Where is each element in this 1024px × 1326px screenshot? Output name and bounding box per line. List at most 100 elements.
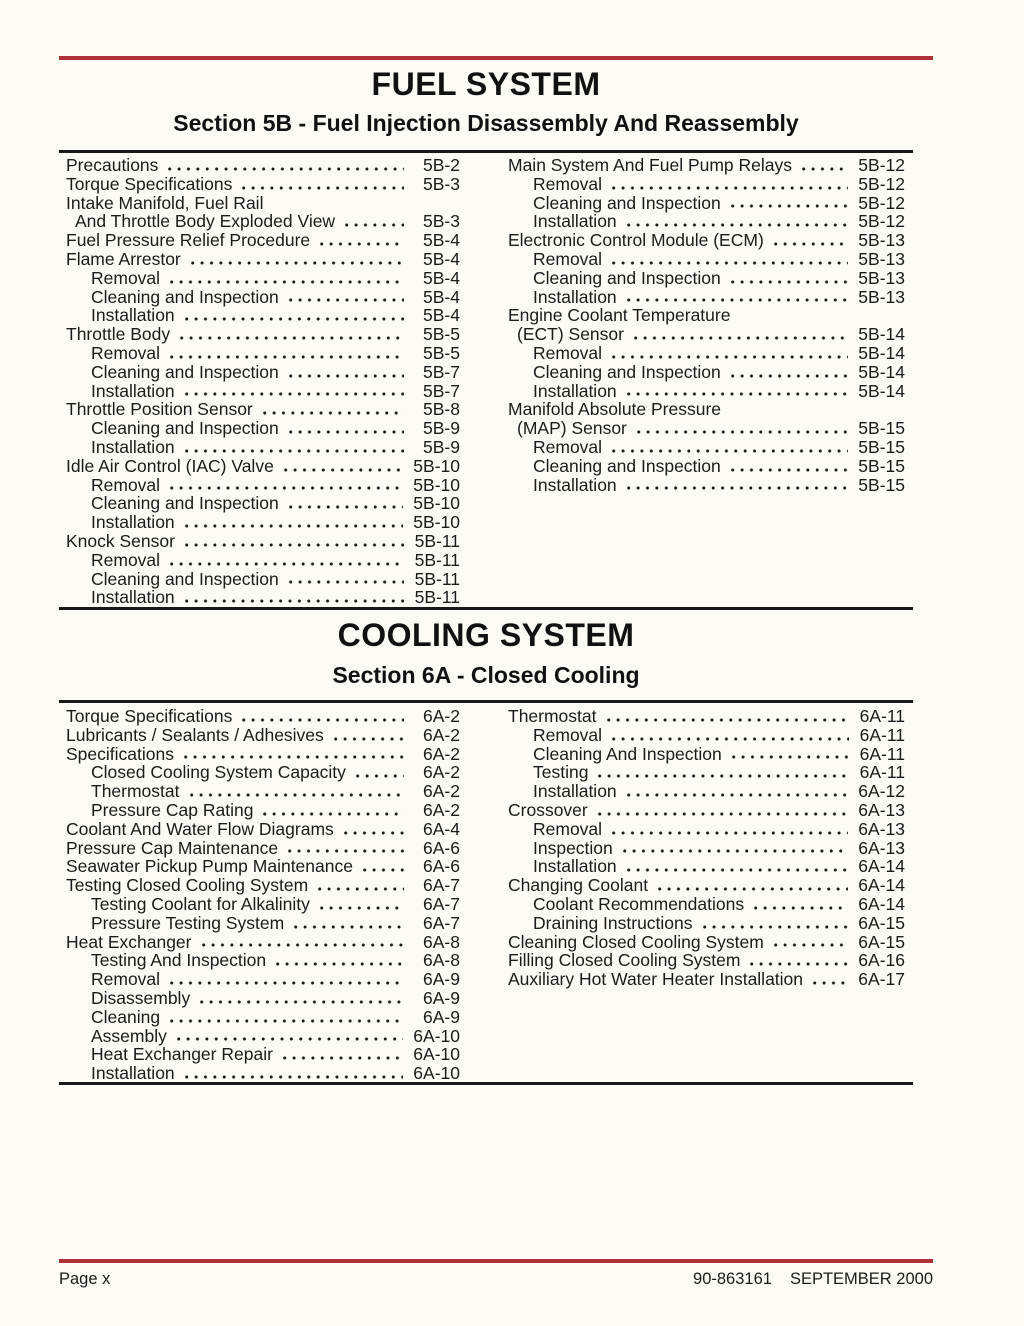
- toc-entry-label: Coolant Recommendations: [533, 893, 745, 914]
- dot-leader: [177, 325, 404, 344]
- toc-entry: Removal 5B-12: [508, 174, 905, 194]
- dot-leader: [260, 800, 404, 820]
- toc-page-number: 6A-13: [858, 818, 905, 839]
- dot-leader: [770, 932, 849, 952]
- toc-entry-label: Cleaning and Inspection: [533, 267, 721, 288]
- toc-page-number: 6A-9: [423, 987, 460, 1008]
- toc-entry: Installation 5B-11: [66, 588, 460, 608]
- dot-leader: [291, 913, 404, 933]
- toc-entry: Installation 5B-10: [66, 513, 460, 532]
- toc-entry: Fuel Pressure Relief Procedure 5B-4: [66, 231, 460, 250]
- toc-entry: Cleaning Closed Cooling System 6A-15: [508, 932, 905, 952]
- toc-entry-label: Specifications: [66, 743, 174, 764]
- toc-entry-label: Cleaning and Inspection: [91, 361, 279, 382]
- toc-entry-label: Fuel Pressure Relief Procedure: [66, 230, 311, 251]
- toc-entry-label: Removal: [533, 724, 603, 745]
- dot-leader: [285, 419, 404, 438]
- toc-page-number: 6A-10: [413, 1025, 460, 1046]
- toc-entry-label: Pressure Cap Rating: [91, 799, 254, 820]
- toc-entry: Testing 6A-11: [508, 762, 905, 783]
- toc-entry-label: Pressure Testing System: [91, 912, 285, 933]
- toc-page-number: 5B-5: [423, 324, 460, 345]
- toc-page-number: 5B-5: [423, 342, 460, 363]
- toc-entry-label: Cleaning: [91, 1006, 161, 1027]
- toc-page-number: 6A-2: [423, 762, 460, 783]
- toc-entry: Removal 5B-13: [508, 250, 905, 269]
- dot-leader: [239, 174, 404, 194]
- toc-entry-label: Cleaning and Inspection: [533, 455, 721, 476]
- toc-page-number: 5B-11: [414, 530, 460, 551]
- toc-page-number: 5B-8: [423, 399, 460, 420]
- toc-entry-label: Installation: [533, 474, 617, 495]
- toc-entry: Torque Specifications 6A-2: [66, 707, 460, 726]
- toc-entry: Removal 5B-4: [66, 268, 460, 288]
- dot-leader: [699, 913, 849, 933]
- toc-entry: Closed Cooling System Capacity 6A-2: [66, 762, 460, 783]
- toc-entry: Heat Exchanger 6A-8: [66, 931, 460, 952]
- toc-entry-label: Cleaning and Inspection: [91, 493, 279, 514]
- dot-leader: [609, 437, 849, 457]
- toc-page-number: 5B-14: [858, 361, 905, 382]
- toc-entry-label: Flame Arrestor: [66, 248, 181, 269]
- toc-page-number: 6A-2: [423, 799, 460, 820]
- toc-page-number: 5B-14: [858, 324, 905, 345]
- toc-column-cooling-right: Thermostat 6A-11 Removal 6A-11 Cleaning And …: [508, 707, 905, 989]
- toc-entry-label: Installation: [533, 781, 617, 802]
- dot-leader: [770, 231, 849, 250]
- dot-leader: [181, 513, 404, 532]
- toc-entry: Filling Closed Cooling System 6A-16: [508, 951, 905, 971]
- dot-leader: [655, 876, 849, 895]
- toc-entry-label: Crossover: [508, 799, 588, 820]
- toc-page-number: 5B-13: [858, 230, 905, 251]
- toc-page-number: 6A-14: [858, 875, 905, 896]
- toc-entry-label: Draining Instructions: [533, 912, 693, 933]
- toc-entry-label: Removal: [91, 342, 161, 363]
- toc-entry-label: Disassembly: [91, 987, 191, 1008]
- dot-leader: [285, 838, 404, 858]
- toc-page-number: 6A-10: [413, 1063, 460, 1084]
- toc-top-rule-fuel: [59, 150, 913, 153]
- toc-page-number: 5B-7: [423, 380, 460, 401]
- toc-page-number: 6A-8: [423, 931, 460, 952]
- dot-leader: [603, 707, 849, 726]
- toc-page-number: 6A-15: [858, 912, 905, 933]
- toc-page-number: 5B-10: [413, 455, 460, 476]
- toc-entry: Installation 5B-9: [66, 438, 460, 457]
- toc-entry: Installation 5B-13: [508, 287, 905, 307]
- toc-page-number: 5B-15: [858, 455, 905, 476]
- dot-leader: [799, 156, 849, 175]
- toc-entry: Thermostat 6A-11: [508, 707, 905, 726]
- dot-leader: [352, 763, 404, 783]
- toc-page-number: 6A-11: [859, 762, 905, 783]
- toc-entry-label: Intake Manifold, Fuel Rail: [66, 192, 264, 213]
- dot-leader: [197, 988, 404, 1008]
- footer-doc-number: 90-863161: [693, 1270, 772, 1288]
- dot-leader: [167, 970, 404, 989]
- toc-entry-label: Installation: [533, 380, 617, 401]
- footer-spacer: [110, 1270, 693, 1289]
- toc-page-number: 5B-7: [423, 361, 460, 382]
- toc-page-number: 6A-9: [423, 969, 460, 990]
- dot-leader: [623, 475, 849, 495]
- toc-entry: Installation 5B-12: [508, 212, 905, 232]
- section-subtitle-cooling-system: Section 6A - Closed Cooling: [332, 662, 640, 688]
- toc-entry-label: Removal: [533, 818, 603, 839]
- toc-page-number: 6A-2: [423, 706, 460, 726]
- toc-page-number: 5B-3: [423, 211, 460, 232]
- toc-top-rule-cooling: [59, 700, 913, 703]
- toc-page-number: 5B-4: [423, 248, 460, 269]
- dot-leader: [198, 932, 404, 952]
- toc-page-number: 5B-13: [858, 267, 905, 288]
- section-title-cooling-system: COOLING SYSTEM: [337, 617, 635, 653]
- dot-leader: [259, 400, 404, 420]
- toc-entry-label: Removal: [91, 969, 161, 990]
- toc-entry: Thermostat 6A-2: [66, 782, 460, 801]
- toc-page-number: 5B-10: [413, 493, 460, 514]
- toc-entry-label: Heat Exchanger: [66, 931, 192, 952]
- toc-entry-label: Installation: [533, 856, 617, 877]
- toc-entry: Crossover 6A-13: [508, 801, 905, 820]
- toc-entry-label: Installation: [91, 436, 175, 457]
- toc-entry-label: And Throttle Body Exploded View: [75, 211, 336, 232]
- toc-entry: Cleaning And Inspection 6A-11: [508, 744, 905, 764]
- toc-entry-label: Throttle Position Sensor: [66, 399, 253, 420]
